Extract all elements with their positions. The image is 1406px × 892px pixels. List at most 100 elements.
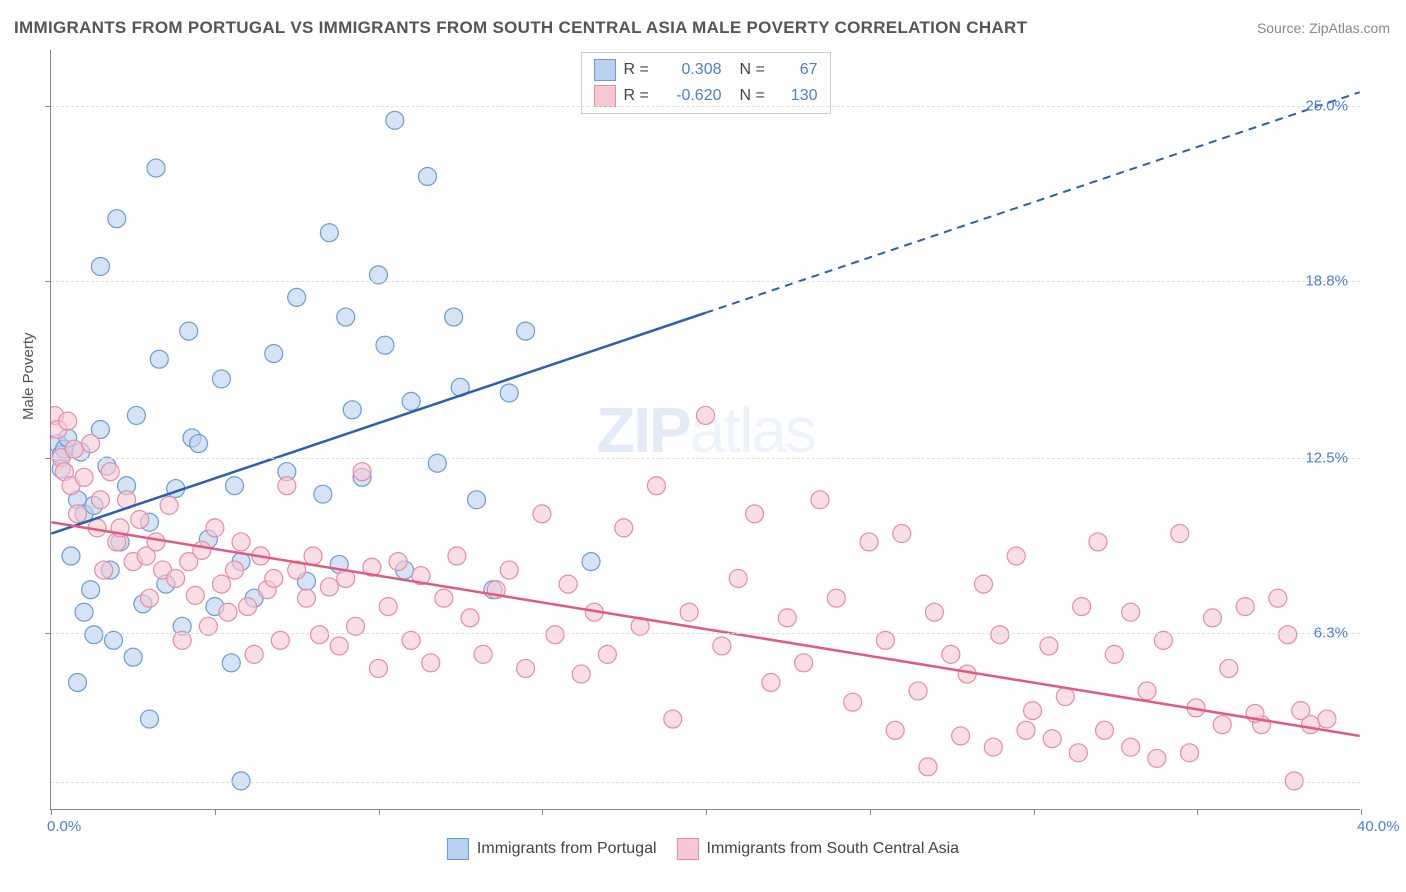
data-point (379, 598, 397, 616)
data-point (108, 210, 126, 228)
data-point (1073, 598, 1091, 616)
y-tick-label: 6.3% (1314, 624, 1348, 641)
data-point (140, 710, 158, 728)
data-point (778, 609, 796, 627)
trend-line-solid (51, 522, 1359, 736)
data-point (860, 533, 878, 551)
data-point (517, 322, 535, 340)
gridline (51, 458, 1360, 459)
data-point (435, 589, 453, 607)
data-point (75, 505, 93, 523)
data-point (239, 598, 257, 616)
data-point (140, 589, 158, 607)
y-tick-mark (45, 458, 51, 459)
data-point (925, 603, 943, 621)
data-point (131, 510, 149, 528)
data-point (451, 378, 469, 396)
data-point (1069, 744, 1087, 762)
data-point (1236, 598, 1254, 616)
data-point (886, 721, 904, 739)
data-point (468, 491, 486, 509)
gridline (51, 633, 1360, 634)
data-point (55, 440, 73, 458)
r-value: -0.620 (662, 87, 722, 105)
data-point (212, 370, 230, 388)
data-point (909, 682, 927, 700)
data-point (154, 561, 172, 579)
data-point (52, 460, 70, 478)
data-point (150, 350, 168, 368)
r-label: R = (624, 87, 654, 105)
data-point (160, 496, 178, 514)
data-point (1318, 710, 1336, 728)
data-point (811, 491, 829, 509)
data-point (127, 406, 145, 424)
data-point (1105, 645, 1123, 663)
data-point (118, 477, 136, 495)
chart-svg (51, 50, 1360, 809)
legend-swatch (594, 59, 616, 81)
data-point (82, 581, 100, 599)
data-point (51, 406, 64, 424)
data-point (598, 645, 616, 663)
data-point (893, 525, 911, 543)
y-tick-mark (45, 633, 51, 634)
data-point (167, 570, 185, 588)
data-point (376, 336, 394, 354)
data-point (419, 168, 437, 186)
data-point (288, 288, 306, 306)
data-point (572, 665, 590, 683)
x-tick-mark (706, 809, 707, 815)
n-label: N = (740, 61, 770, 79)
stats-row: R = 0.308 N = 67 (594, 57, 818, 83)
data-point (186, 586, 204, 604)
data-point (412, 567, 430, 585)
data-point (105, 631, 123, 649)
data-point (88, 519, 106, 537)
data-point (546, 626, 564, 644)
data-point (337, 308, 355, 326)
y-tick-mark (45, 281, 51, 282)
data-point (461, 609, 479, 627)
data-point (1154, 631, 1172, 649)
data-point (62, 547, 80, 565)
data-point (1302, 716, 1320, 734)
data-point (1138, 682, 1156, 700)
data-point (1187, 699, 1205, 717)
data-point (147, 533, 165, 551)
data-point (353, 468, 371, 486)
data-point (533, 505, 551, 523)
data-point (157, 575, 175, 593)
data-point (559, 575, 577, 593)
n-label: N = (740, 87, 770, 105)
data-point (402, 392, 420, 410)
data-point (729, 570, 747, 588)
data-point (1246, 704, 1264, 722)
data-point (1220, 659, 1238, 677)
data-point (206, 598, 224, 616)
y-tick-label: 12.5% (1305, 450, 1348, 467)
data-point (173, 631, 191, 649)
data-point (226, 477, 244, 495)
data-point (59, 429, 77, 447)
data-point (984, 738, 1002, 756)
data-point (140, 513, 158, 531)
y-tick-mark (45, 106, 51, 107)
data-point (746, 505, 764, 523)
x-tick-mark (1197, 809, 1198, 815)
x-tick-mark (870, 809, 871, 815)
data-point (311, 626, 329, 644)
data-point (827, 589, 845, 607)
data-point (958, 665, 976, 683)
x-tick-mark (379, 809, 380, 815)
y-tick-label: 25.0% (1305, 98, 1348, 115)
data-point (193, 541, 211, 559)
stats-legend-box: R = 0.308 N = 67 R = -0.620 N = 130 (581, 52, 831, 114)
data-point (697, 406, 715, 424)
legend-label: Immigrants from South Central Asia (707, 840, 960, 858)
data-point (1253, 716, 1271, 734)
x-tick-mark (51, 809, 52, 815)
data-point (975, 575, 993, 593)
data-point (69, 505, 87, 523)
data-point (190, 435, 208, 453)
